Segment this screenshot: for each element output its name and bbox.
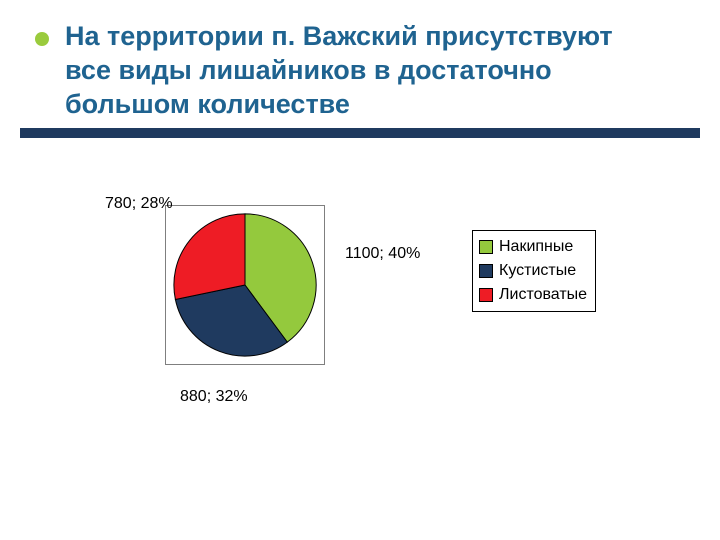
legend-swatch-0 [479, 240, 493, 254]
pie-label-0: 1100; 40% [345, 245, 420, 263]
legend-swatch-2 [479, 288, 493, 302]
legend-label-1: Кустистые [499, 262, 576, 280]
pie-label-2: 780; 28% [105, 195, 173, 213]
legend-label-2: Листоватые [499, 286, 587, 304]
pie-label-1: 880; 32% [180, 388, 248, 406]
slide: На территории п. Важский присутствуют вс… [0, 0, 720, 540]
legend: Накипные Кустистые Листоватые [472, 230, 596, 312]
pie-slice [174, 214, 245, 300]
legend-label-0: Накипные [499, 238, 573, 256]
title-underline [20, 128, 700, 138]
legend-item-1: Кустистые [479, 259, 587, 283]
legend-swatch-1 [479, 264, 493, 278]
slide-title: На территории п. Важский присутствуют вс… [65, 20, 655, 121]
legend-item-2: Листоватые [479, 283, 587, 307]
title-bullet-icon [35, 32, 49, 46]
legend-item-0: Накипные [479, 235, 587, 259]
pie-chart [165, 205, 325, 365]
pie-chart-svg [166, 206, 324, 364]
